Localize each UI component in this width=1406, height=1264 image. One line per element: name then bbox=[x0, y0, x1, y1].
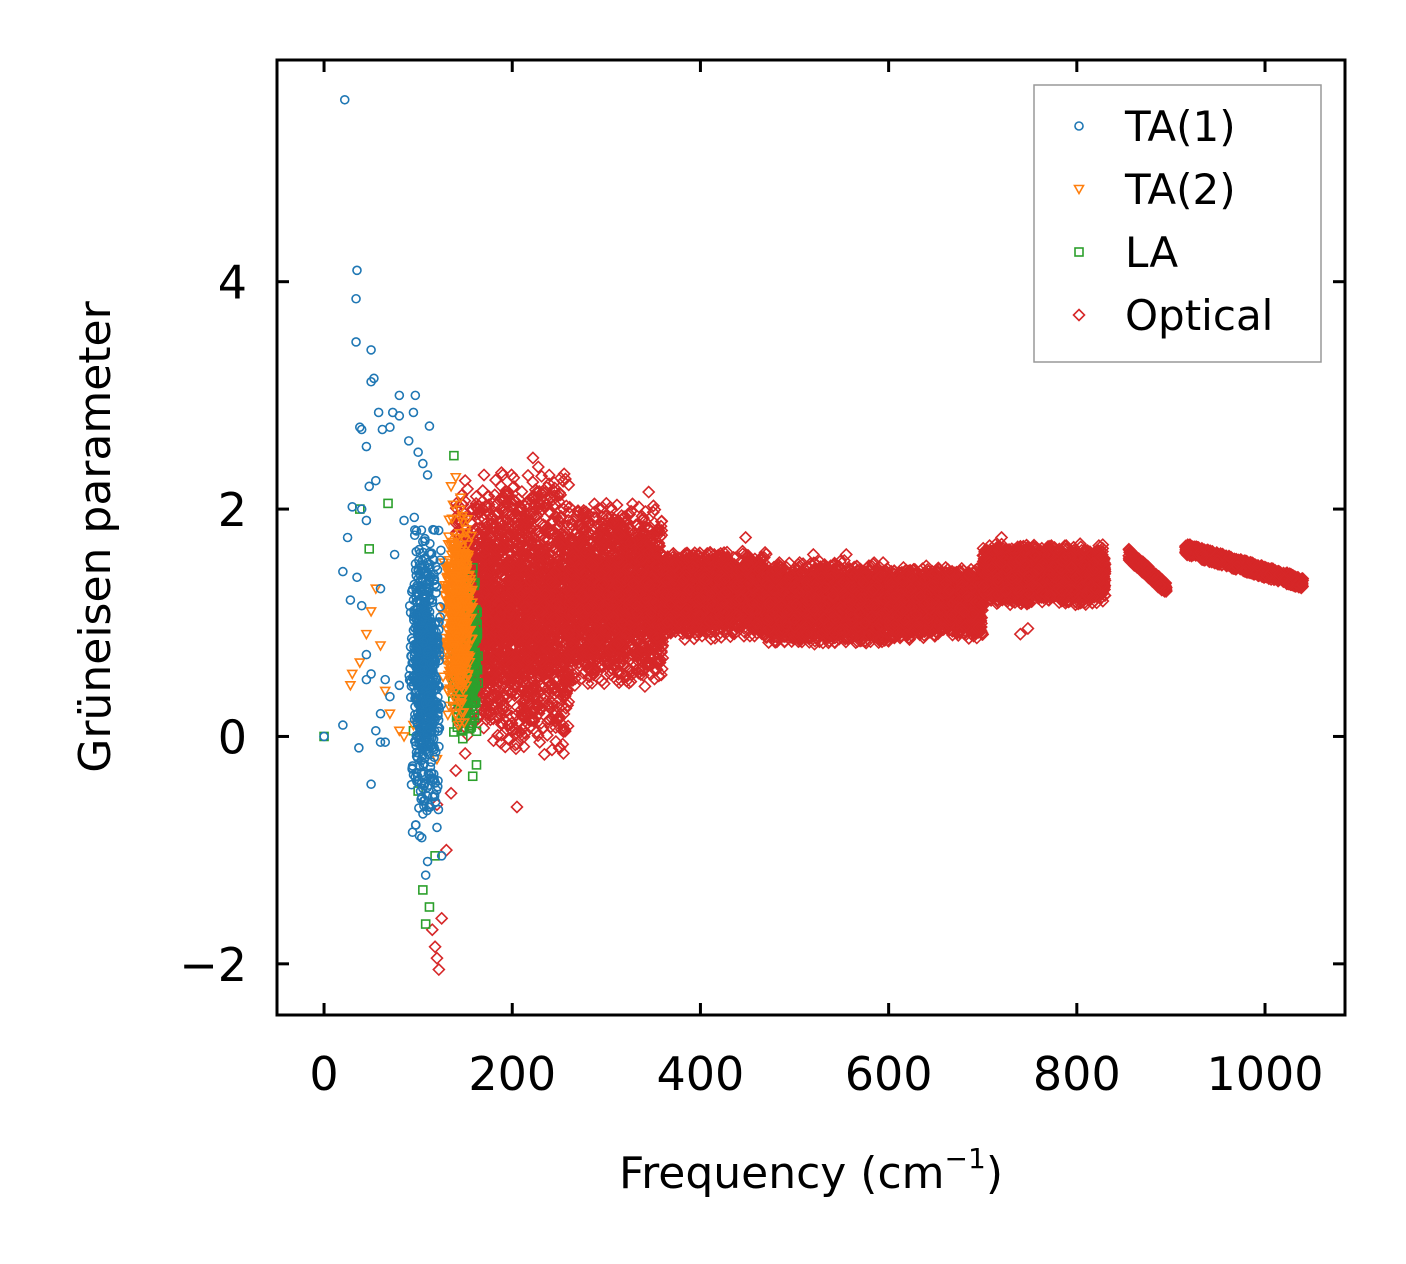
point-optical bbox=[474, 504, 488, 518]
point-optical bbox=[479, 712, 494, 727]
point-optical bbox=[471, 502, 485, 517]
point-optical bbox=[481, 708, 495, 722]
point-optical bbox=[480, 515, 495, 529]
point-optical bbox=[460, 482, 475, 496]
point-optical bbox=[638, 679, 652, 694]
series-optical bbox=[425, 451, 1310, 977]
point-optical bbox=[476, 586, 491, 600]
point-optical bbox=[521, 468, 535, 483]
point-optical bbox=[481, 489, 495, 503]
point-optical bbox=[477, 545, 492, 560]
point-optical bbox=[477, 721, 491, 735]
point-optical bbox=[475, 522, 489, 536]
data-marks bbox=[319, 94, 1310, 977]
point-optical bbox=[474, 557, 489, 571]
point-optical bbox=[556, 746, 571, 761]
point-optical bbox=[472, 521, 487, 535]
plot-frame bbox=[275, 58, 1347, 1017]
point-optical bbox=[478, 704, 492, 719]
point-optical bbox=[469, 496, 483, 511]
point-optical bbox=[472, 546, 487, 560]
point-optical bbox=[477, 686, 491, 700]
point-optical bbox=[479, 698, 494, 713]
point-optical bbox=[537, 747, 552, 761]
